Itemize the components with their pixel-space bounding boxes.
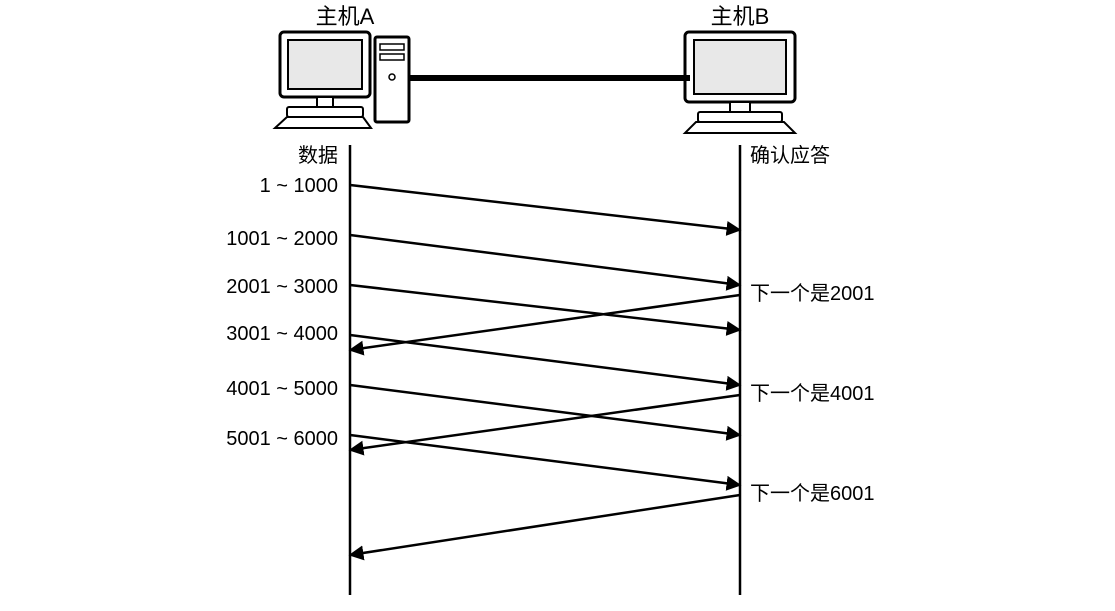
host-a-title: 主机A bbox=[316, 4, 375, 29]
data-label: 3001 ~ 4000 bbox=[226, 323, 338, 345]
data-label: 1 ~ 1000 bbox=[260, 175, 338, 197]
ack-label: 下一个是2001 bbox=[750, 282, 875, 305]
host-b-title: 主机B bbox=[711, 4, 770, 29]
data-label: 2001 ~ 3000 bbox=[226, 276, 338, 298]
ack-arrow bbox=[350, 495, 740, 555]
ack-label: 下一个是4001 bbox=[750, 382, 875, 405]
data-arrow bbox=[350, 235, 740, 285]
ack-label: 下一个是6001 bbox=[750, 482, 875, 505]
sequence-diagram: 主机A 主机B 数据 确认应答 1 ~ 1000 1001 ~ 2000 2001 ~ 30… bbox=[0, 0, 1115, 611]
data-header: 数据 bbox=[298, 144, 338, 167]
data-label: 5001 ~ 6000 bbox=[226, 428, 338, 450]
data-arrow bbox=[350, 385, 740, 435]
data-label: 1001 ~ 2000 bbox=[226, 228, 338, 250]
data-label: 4001 ~ 5000 bbox=[226, 378, 338, 400]
data-arrow bbox=[350, 185, 740, 230]
ack-arrow bbox=[350, 395, 740, 450]
host-b-icon bbox=[685, 32, 795, 133]
host-a-icon bbox=[275, 32, 409, 128]
ack-header: 确认应答 bbox=[750, 144, 830, 167]
